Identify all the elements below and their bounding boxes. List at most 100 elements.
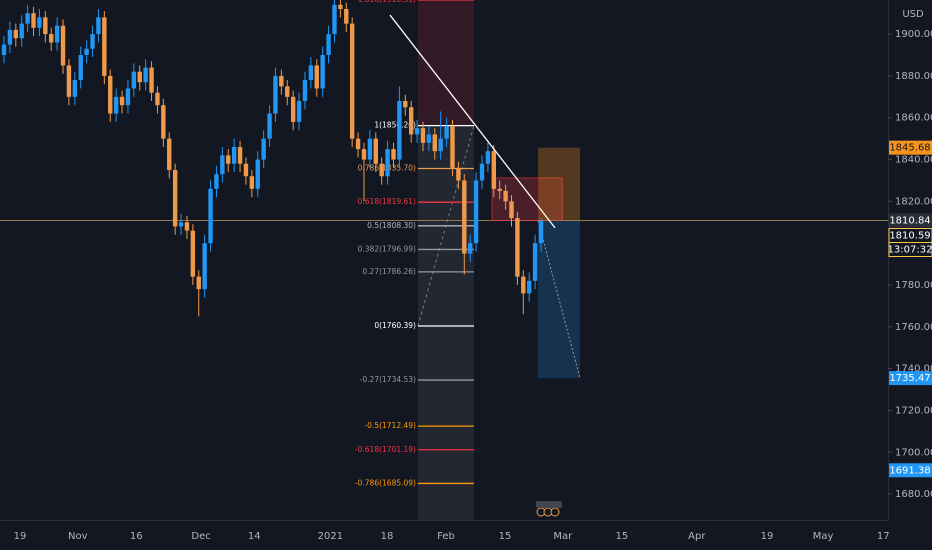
candle-body xyxy=(355,138,361,150)
candle-body xyxy=(7,29,13,45)
fib-level-label: 1.618(1916.31) xyxy=(358,0,416,4)
countdown-label: 13:07:32 xyxy=(888,245,932,256)
candle-body xyxy=(184,222,190,231)
candle-body xyxy=(285,86,290,97)
candle-body xyxy=(414,128,420,135)
candle-body xyxy=(143,67,148,83)
candle-body xyxy=(326,34,331,55)
candle-body xyxy=(332,4,337,35)
candle-body xyxy=(273,75,278,114)
candle-body xyxy=(491,151,497,189)
candle-body xyxy=(450,126,455,168)
y-tick-label: 1700.00 xyxy=(895,447,932,458)
candle-body xyxy=(373,138,378,164)
currency-label: USD xyxy=(902,9,924,20)
candle-body xyxy=(349,23,355,139)
candle-body xyxy=(161,105,166,139)
candle-body xyxy=(1,44,7,55)
y-tick-label: 1860.00 xyxy=(895,113,932,124)
candle-body xyxy=(532,243,538,281)
candle-body xyxy=(25,13,30,24)
candle-body xyxy=(308,65,314,81)
candle-body xyxy=(125,88,131,106)
y-tick-label: 1900.00 xyxy=(895,29,932,40)
candle-body xyxy=(503,190,508,202)
candle-body xyxy=(190,230,196,277)
x-tick-label: 19 xyxy=(14,531,27,542)
price-tag xyxy=(889,371,932,386)
x-tick-label: 14 xyxy=(248,531,261,542)
x-tick-label: Mar xyxy=(553,531,573,542)
candle-body xyxy=(385,149,390,177)
candle-body xyxy=(202,243,207,290)
candle-body xyxy=(31,13,36,28)
trendline xyxy=(389,14,556,229)
fib-level-label: 0.27(1786.26) xyxy=(362,267,416,276)
candle-body xyxy=(167,138,172,170)
candle-body xyxy=(208,188,213,244)
y-tick-label: 1780.00 xyxy=(895,280,932,291)
x-tick-label: 15 xyxy=(499,531,512,542)
candle-body xyxy=(196,276,201,290)
candle-body xyxy=(60,25,66,66)
countdown-tag xyxy=(888,242,932,258)
candle-body xyxy=(361,149,367,160)
position-path xyxy=(537,220,581,379)
candle-body xyxy=(456,167,461,181)
candle-body xyxy=(397,100,402,160)
y-tick-label: 1760.00 xyxy=(895,322,932,333)
candle-body xyxy=(226,155,231,164)
x-tick-label: 16 xyxy=(130,531,143,542)
y-tick-label: 1720.00 xyxy=(895,405,932,416)
y-tick-label: 1740.00 xyxy=(895,364,932,375)
candle-body xyxy=(408,107,414,135)
candle-body xyxy=(290,96,296,122)
fib-level-label: -0.27(1734.53) xyxy=(360,375,416,384)
candle-body xyxy=(84,48,89,55)
candle-body xyxy=(320,54,325,89)
candle-body xyxy=(137,71,142,83)
candle-body xyxy=(509,201,514,219)
candle-body xyxy=(479,163,485,181)
x-tick-label: Feb xyxy=(437,531,455,542)
fib-level-label: 0.5(1808.30) xyxy=(367,221,416,230)
candle-body xyxy=(444,126,449,139)
candle-body xyxy=(43,17,48,35)
y-tick-label: 1880.00 xyxy=(895,71,932,82)
candle-body xyxy=(13,29,19,39)
candle-body xyxy=(338,4,343,9)
candle-body xyxy=(231,146,237,164)
candle-body xyxy=(243,163,249,177)
candle-body xyxy=(279,75,284,87)
candle-body xyxy=(172,169,178,227)
candle-body xyxy=(237,146,243,164)
candle-body xyxy=(462,180,467,254)
candle-body xyxy=(214,174,219,189)
fib-level-label: -0.618(1701.19) xyxy=(355,445,416,454)
candle-body xyxy=(432,134,437,152)
candle-body xyxy=(344,8,349,24)
candle-body xyxy=(78,54,83,81)
candle-body xyxy=(379,163,384,177)
candle-body xyxy=(302,80,308,101)
candle-body xyxy=(403,100,408,108)
candle-body xyxy=(527,280,532,294)
price-tag-label: 1810.84 xyxy=(889,216,930,227)
x-tick-label: Apr xyxy=(688,531,706,542)
price-tag-label: 1845.68 xyxy=(889,143,930,154)
candle-body xyxy=(108,75,113,114)
candle-body xyxy=(19,23,24,39)
candle-body xyxy=(261,138,266,160)
candle-body xyxy=(131,71,137,89)
plot-area: 1.618(1916.31)1(1856.20)0.786(1835.70)0.… xyxy=(0,0,888,520)
y-tick-label: 1680.00 xyxy=(895,489,932,500)
x-tick-label: 18 xyxy=(381,531,394,542)
candle-body xyxy=(438,138,443,152)
candle-body xyxy=(314,65,319,89)
y-tick-label: 1820.00 xyxy=(895,196,932,207)
fib-level-label: -0.5(1712.49) xyxy=(364,421,416,430)
candle-body xyxy=(37,17,42,28)
candle-body xyxy=(155,92,160,106)
